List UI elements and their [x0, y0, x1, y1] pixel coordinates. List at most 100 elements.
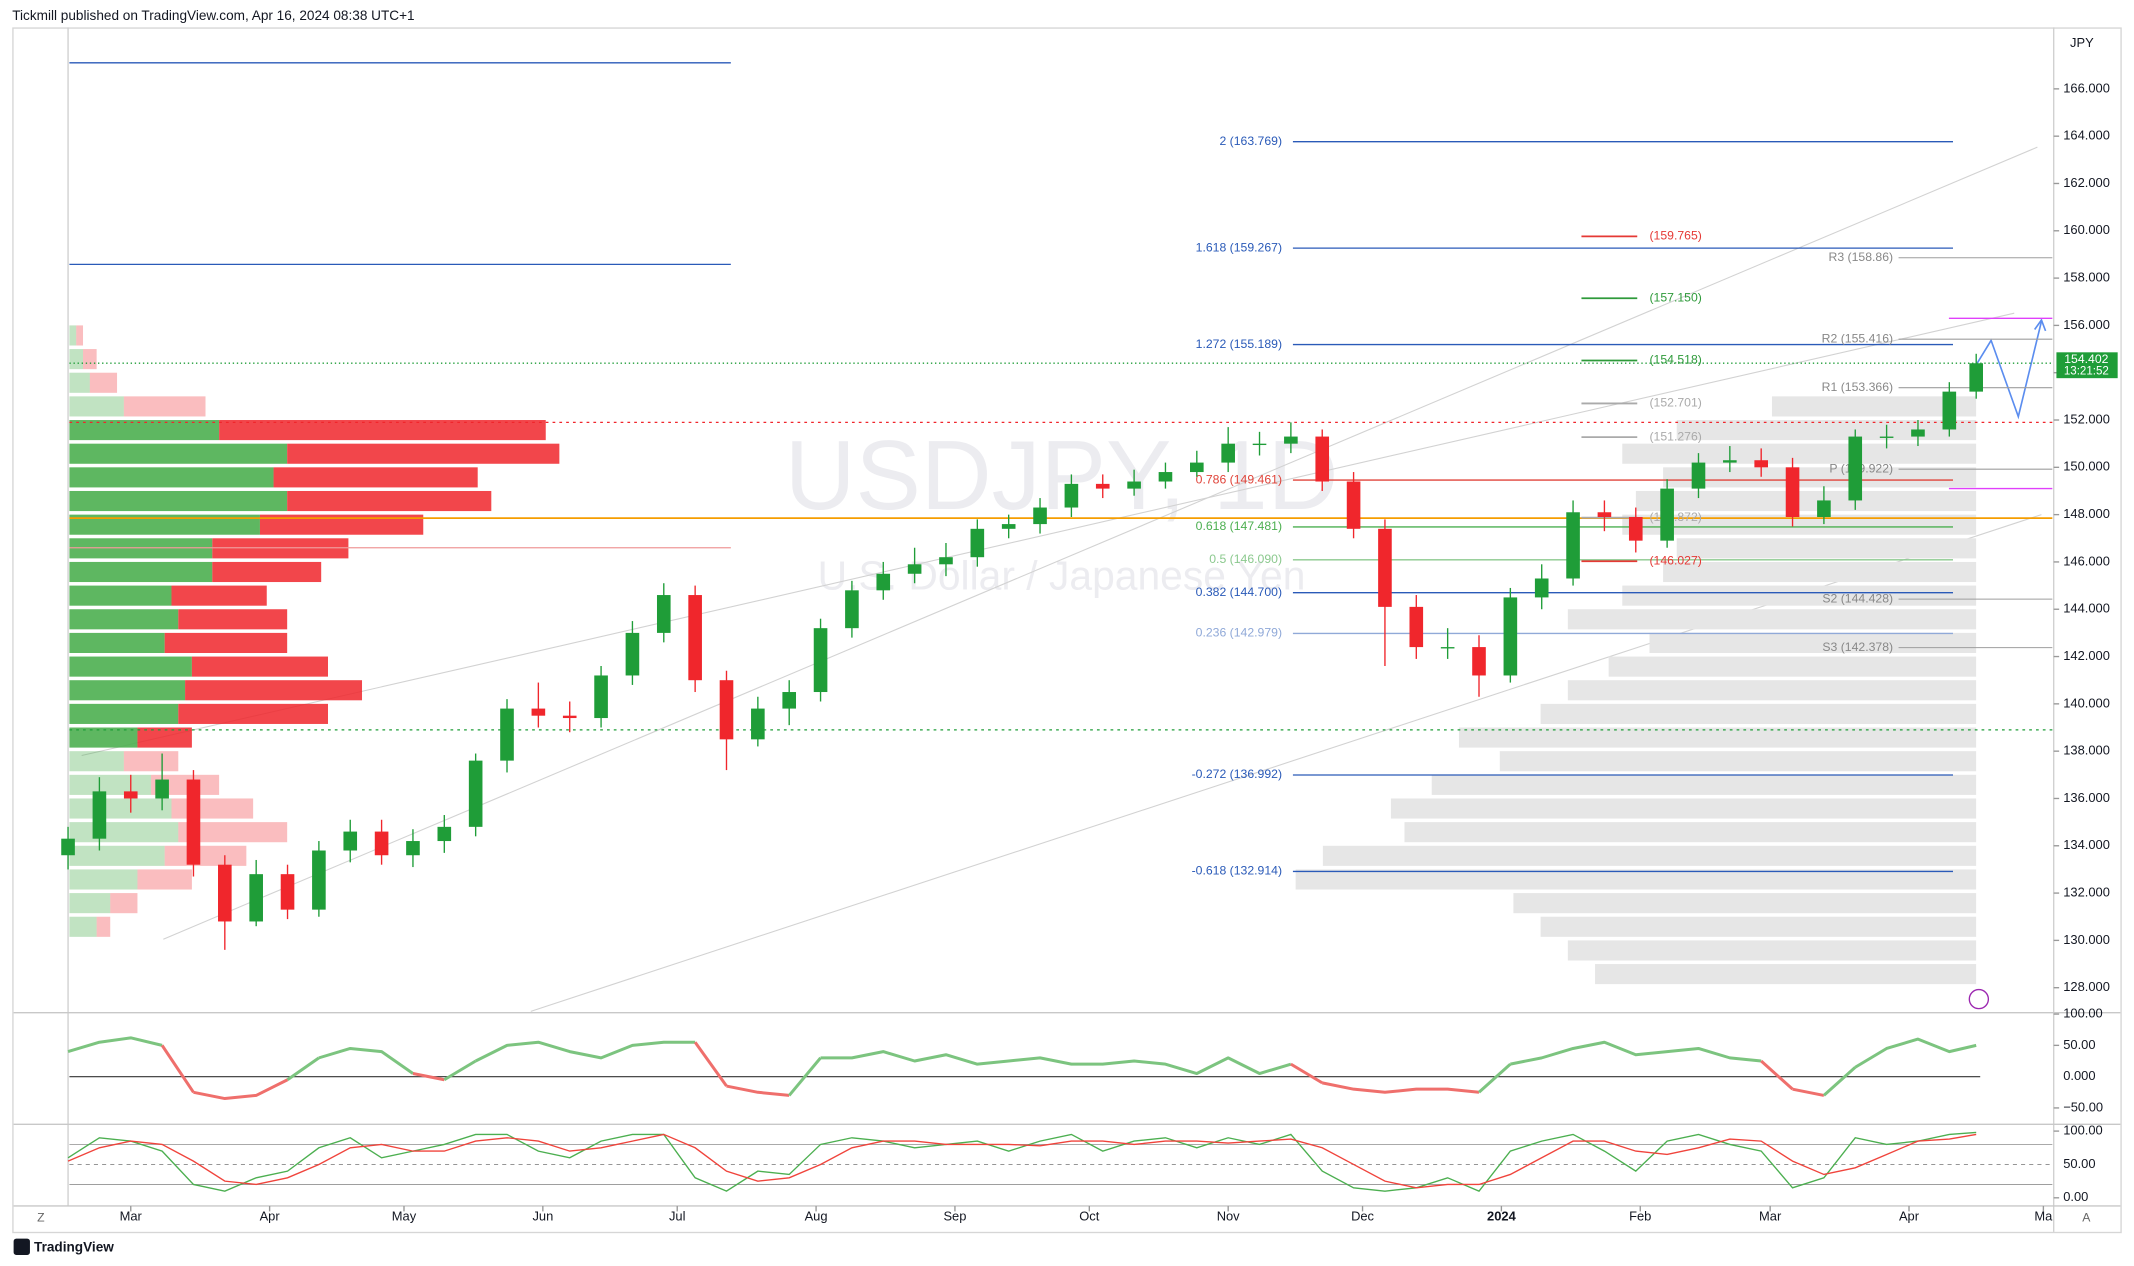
profile-sell — [287, 490, 492, 512]
candle-body — [1284, 436, 1298, 444]
candle-body — [656, 595, 671, 633]
auto-button[interactable]: A — [2082, 1210, 2091, 1224]
candle-body — [312, 850, 326, 910]
fib-label: -0.618 (132.914) — [1192, 864, 1282, 878]
y-tick-label: 148.000 — [2063, 506, 2110, 521]
y-tick-label: 144.000 — [2063, 601, 2110, 616]
x-tick-label: Apr — [260, 1208, 281, 1223]
y-tick-label: 130.000 — [2063, 932, 2110, 947]
rsi-line — [474, 1040, 696, 1063]
session-profile-bar — [1540, 703, 1977, 724]
candle-body — [1660, 488, 1674, 541]
session-profile-bar — [1595, 964, 1977, 985]
candle-body — [1158, 472, 1173, 482]
session-profile-bar — [1676, 538, 1977, 559]
profile-buy — [69, 727, 138, 748]
frame — [12, 27, 2122, 1234]
y-tick-label: 136.000 — [2063, 790, 2110, 805]
candle-body — [1440, 647, 1455, 649]
zoom-button[interactable]: Z — [37, 1210, 45, 1224]
session-profile-bar — [1771, 396, 1977, 417]
y-tick-label: −50.00 — [2063, 1099, 2103, 1114]
candle-body — [625, 632, 640, 676]
fib-label: 0.236 (142.979) — [1196, 626, 1282, 640]
profile-buy — [69, 396, 124, 417]
candle-body — [845, 590, 859, 629]
profile-buy — [69, 490, 288, 512]
x-tick-label: Oct — [1079, 1208, 1099, 1223]
candle-body — [1064, 483, 1079, 508]
rsi-link — [443, 1059, 477, 1082]
profile-sell — [164, 845, 247, 866]
profile-buy — [69, 443, 288, 464]
profile-buy — [69, 869, 138, 890]
profile-buy — [69, 916, 97, 937]
y-tick-label: 50.00 — [2063, 1037, 2095, 1052]
channel-line — [81, 312, 2015, 757]
rsi-link — [1290, 1062, 1323, 1085]
rsi-line — [1510, 1040, 1762, 1066]
candle-body — [813, 628, 828, 693]
candle-body — [61, 838, 75, 856]
profile-buy — [69, 656, 192, 677]
candle-body — [437, 826, 452, 842]
candle-body — [1252, 443, 1267, 446]
profile-buy — [69, 372, 90, 393]
candle-body — [1817, 500, 1831, 517]
fib-label: 0.382 (144.700) — [1196, 585, 1282, 599]
profile-sell — [287, 443, 560, 464]
x-tick-label: Ma — [2034, 1208, 2053, 1223]
candle-body — [155, 779, 169, 799]
session-profile-bar — [1295, 869, 1977, 890]
candle-body — [1942, 391, 1957, 430]
candle-body — [1848, 436, 1863, 501]
profile-buy — [69, 609, 179, 630]
candle-body — [249, 874, 263, 922]
rsi-line — [193, 1078, 289, 1101]
profile-sell — [191, 656, 328, 677]
session-profile-bar — [1499, 751, 1977, 772]
y-tick-label: 156.000 — [2063, 317, 2110, 332]
candle-body — [876, 573, 891, 591]
candle-body — [939, 557, 953, 565]
profile-sell — [178, 703, 328, 724]
session-profile-bar — [1567, 609, 1977, 630]
profile-sell — [83, 349, 97, 370]
candle-body — [1190, 462, 1204, 473]
rsi-link — [160, 1044, 195, 1094]
pivot-label: R2 (155.416) — [1822, 331, 1893, 345]
fib-label: 1.272 (155.189) — [1196, 337, 1282, 351]
y-tick-label: 134.000 — [2063, 837, 2110, 852]
pivot-label: S3 (142.378) — [1822, 640, 1893, 654]
candle-body — [1534, 578, 1549, 598]
session-profile-bar — [1458, 727, 1977, 748]
y-tick-label: 166.000 — [2063, 80, 2110, 95]
profile-sell — [137, 727, 192, 748]
profile-sell — [259, 514, 424, 535]
y-tick-label: 146.000 — [2063, 553, 2110, 568]
profile-buy — [69, 822, 179, 843]
profile-sell — [178, 609, 288, 630]
x-tick-label: Feb — [1629, 1208, 1651, 1223]
pivot-label: R3 (158.86) — [1828, 250, 1893, 264]
target-label: (146.027) — [1649, 554, 1701, 568]
brand: TradingView — [34, 1240, 114, 1255]
rsi-link — [1822, 1066, 1857, 1097]
profile-sell — [96, 916, 111, 937]
candle-body — [1378, 528, 1392, 607]
y-tick-label: 100.00 — [2063, 1005, 2102, 1020]
candle-body — [782, 692, 797, 709]
session-profile-bar — [1663, 467, 1977, 488]
candle-body — [92, 791, 107, 839]
x-tick-label: Aug — [805, 1208, 828, 1223]
alert-icon[interactable] — [1968, 988, 1990, 1010]
y-tick-label: 160.000 — [2063, 222, 2110, 237]
fib-label: 0.5 (146.090) — [1209, 552, 1282, 566]
profile-buy — [69, 893, 111, 914]
target-label: (157.150) — [1649, 290, 1701, 304]
target-label: (154.518) — [1649, 353, 1701, 367]
session-profile-bar — [1649, 632, 1977, 654]
y-tick-label: 50.00 — [2063, 1156, 2095, 1171]
candle-body — [123, 791, 138, 799]
candle-body — [1879, 436, 1894, 438]
